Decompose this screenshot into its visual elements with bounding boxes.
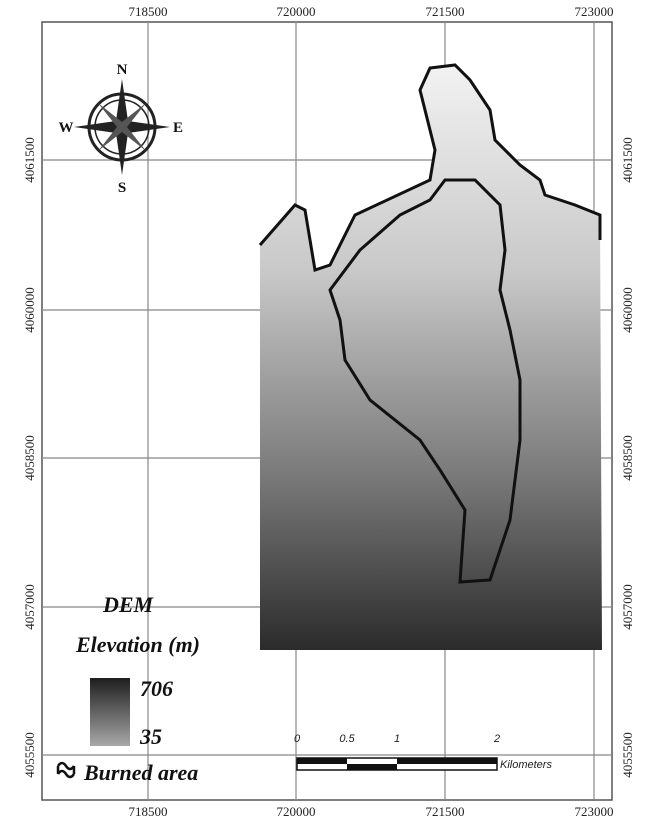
legend-min: 35 xyxy=(139,724,162,749)
x-coord-label: 723000 xyxy=(575,804,614,819)
compass-n: N xyxy=(117,62,128,78)
y-coord-label: 4060000 xyxy=(620,287,635,333)
compass-s: S xyxy=(118,180,126,196)
legend-subtitle: Elevation (m) xyxy=(75,632,200,657)
scale-segment xyxy=(347,764,397,770)
legend-title: DEM xyxy=(102,592,155,617)
x-coord-label: 721500 xyxy=(426,4,465,19)
compass-e: E xyxy=(173,120,183,136)
y-coord-label: 4055500 xyxy=(620,732,635,778)
legend-ramp xyxy=(90,678,130,746)
scale-label: 0 xyxy=(294,733,301,745)
y-coord-label: 4057000 xyxy=(620,584,635,630)
x-coord-label: 720000 xyxy=(277,804,316,819)
scale-label: 1 xyxy=(394,733,400,745)
scale-unit: Kilometers xyxy=(500,759,552,771)
y-coord-label: 4055500 xyxy=(22,732,37,778)
legend-max: 706 xyxy=(140,676,173,701)
x-coord-label: 723000 xyxy=(575,4,614,19)
x-coord-label: 721500 xyxy=(426,804,465,819)
y-coord-label: 4060000 xyxy=(22,287,37,333)
x-coord-label: 718500 xyxy=(129,804,168,819)
legend-burned-area: Burned area xyxy=(83,760,198,785)
y-coord-label: 4061500 xyxy=(620,137,635,183)
scale-segment xyxy=(297,758,347,764)
y-coord-label: 4058500 xyxy=(620,435,635,481)
y-coord-label: 4061500 xyxy=(22,137,37,183)
x-coord-label: 718500 xyxy=(129,4,168,19)
y-coord-label: 4058500 xyxy=(22,435,37,481)
map: 718500 718500 720000 720000 721500 721500 7230… xyxy=(0,0,651,831)
scale-label: 0.5 xyxy=(339,733,355,745)
page: {"map": { "x_labels": [718500, 720000, 7… xyxy=(0,0,651,831)
y-coord-label: 4057000 xyxy=(22,584,37,630)
x-coord-label: 720000 xyxy=(277,4,316,19)
scale-segment xyxy=(397,758,497,764)
scale-label: 2 xyxy=(493,733,500,745)
compass-w: W xyxy=(59,120,74,136)
